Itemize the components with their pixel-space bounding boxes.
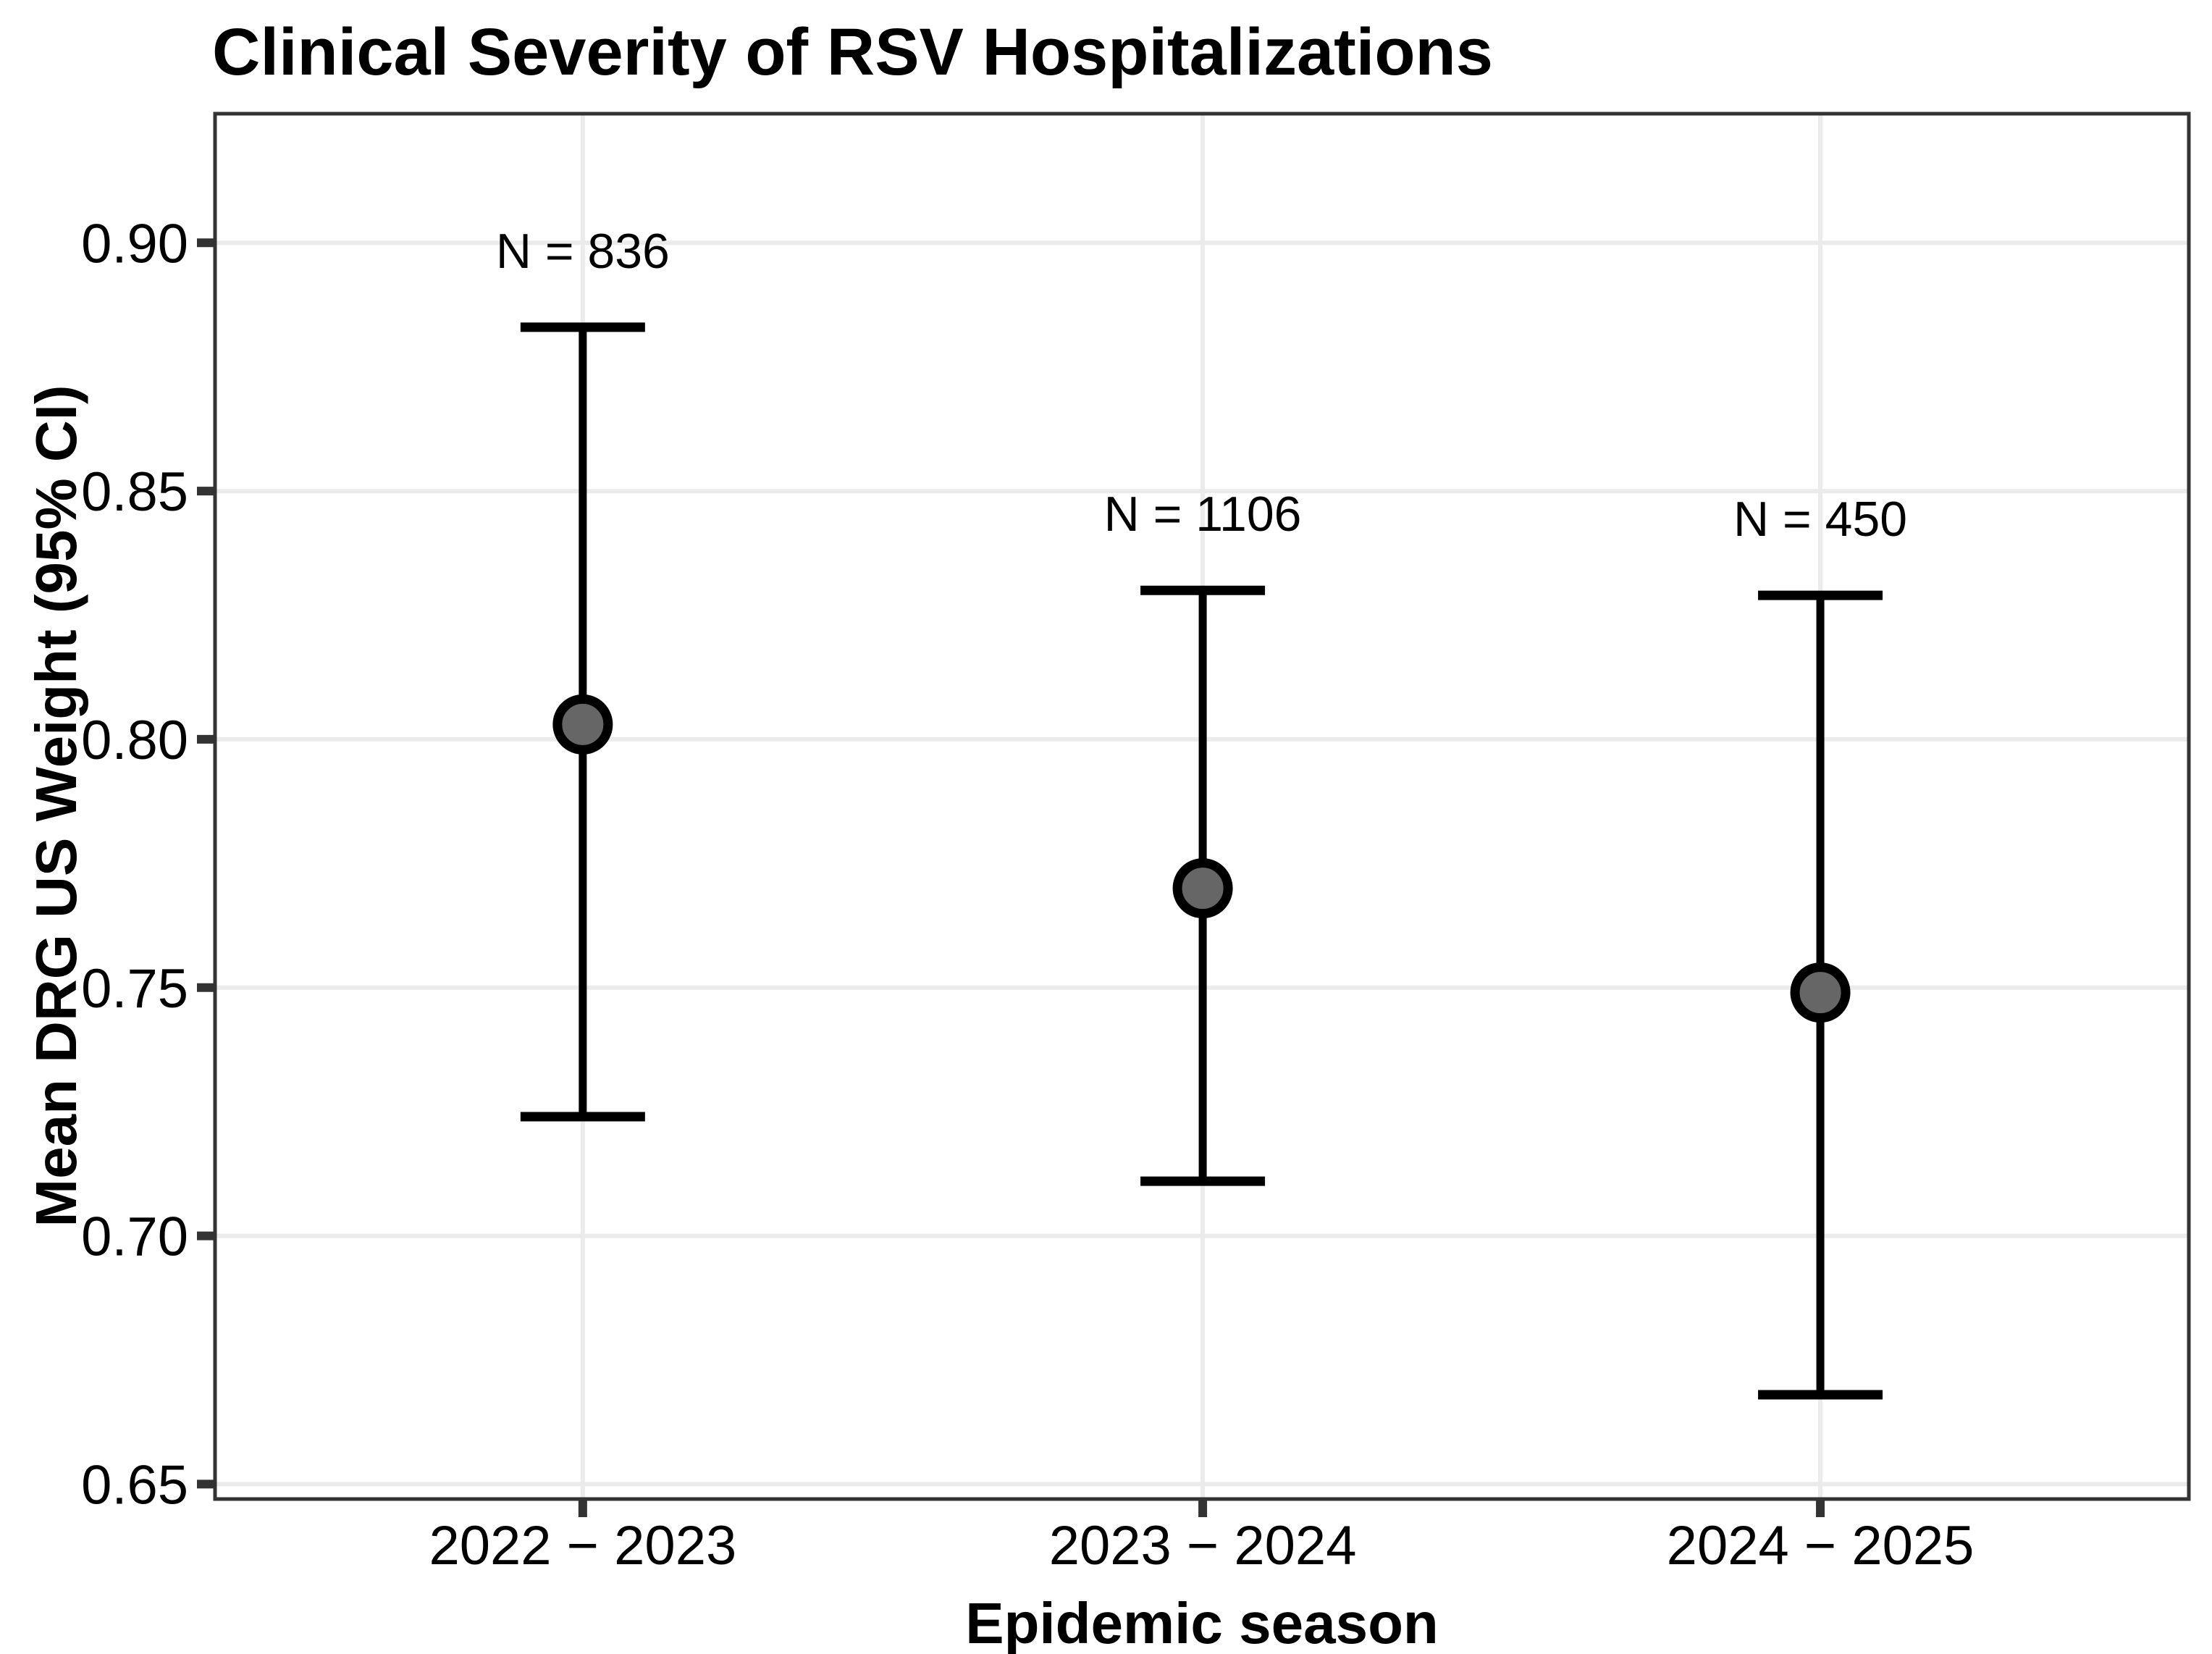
y-tick-label: 0.75 [81, 958, 188, 1020]
n-count-label: N = 836 [496, 224, 670, 279]
data-point [552, 694, 613, 755]
y-tick-label: 0.80 [81, 710, 188, 771]
x-tick-label: 2023 − 2024 [1049, 1515, 1357, 1577]
x-axis-title: Epidemic season [965, 1591, 1439, 1654]
chart-title: Clinical Severity of RSV Hospitalization… [212, 15, 1493, 89]
n-count-label: N = 450 [1733, 492, 1907, 547]
x-tick-label: 2024 − 2025 [1667, 1515, 1975, 1577]
y-tick-label: 0.90 [81, 213, 188, 274]
data-point [1172, 858, 1233, 919]
y-tick-label: 0.65 [81, 1454, 188, 1516]
x-tick-label: 2022 − 2023 [429, 1515, 736, 1577]
y-tick-label: 0.70 [81, 1206, 188, 1268]
n-count-label: N = 1106 [1104, 487, 1302, 542]
data-point [1790, 962, 1851, 1023]
y-tick-label: 0.85 [81, 461, 188, 523]
